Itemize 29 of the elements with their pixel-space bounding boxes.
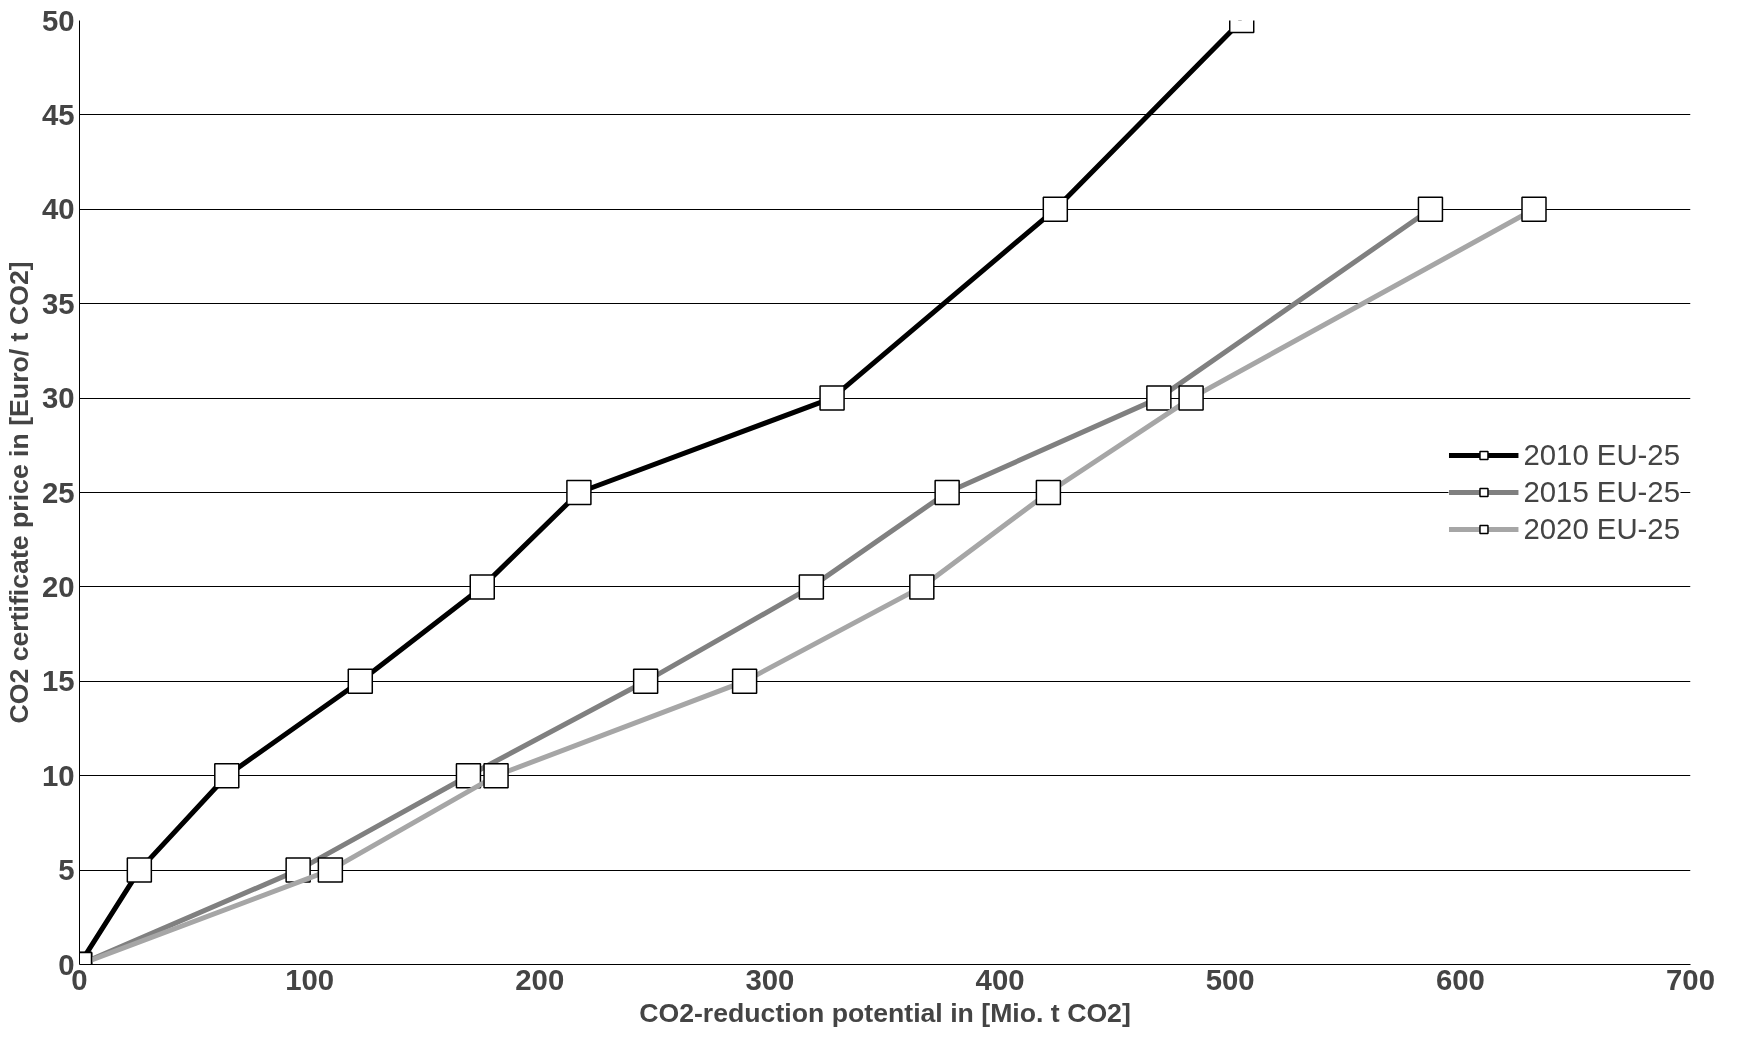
x-tick-label: 200 [515,962,565,996]
point [819,385,845,411]
y-tick-label: 5 [58,853,75,887]
y-tick-label: 15 [41,664,75,698]
legend-label: 2010 EU-25 [1523,438,1680,472]
point [566,479,592,506]
point [469,574,495,600]
y-tick-label: 40 [41,192,75,226]
y-tick-label: 35 [41,286,75,320]
point [1042,196,1069,223]
y-axis-title: CO2 certificate price in [Euro/ t CO2] [3,261,34,724]
legend-label: 2015 EU-25 [1523,475,1680,509]
y-tick-label: 45 [41,97,75,131]
x-tick-label: 400 [975,962,1025,996]
legend-label: 2020 EU-25 [1523,512,1680,546]
x-tick-label: 700 [1666,962,1715,996]
y-tick-label: 50 [41,3,75,37]
point [347,668,374,695]
x-axis-title: CO2-reduction potential in [Mio. t CO2] [639,997,1131,1028]
point [214,762,240,789]
x-tick-label: 500 [1205,962,1255,996]
y-tick-label: 25 [41,475,75,509]
y-tick-label: 30 [41,381,75,415]
x-tick-label: 100 [285,962,335,996]
y-tick-label: 10 [41,758,75,792]
point [126,857,153,883]
x-tick-label: 300 [745,962,795,996]
x-tick-label: 600 [1435,962,1485,996]
y-tick-label: 20 [41,569,75,603]
